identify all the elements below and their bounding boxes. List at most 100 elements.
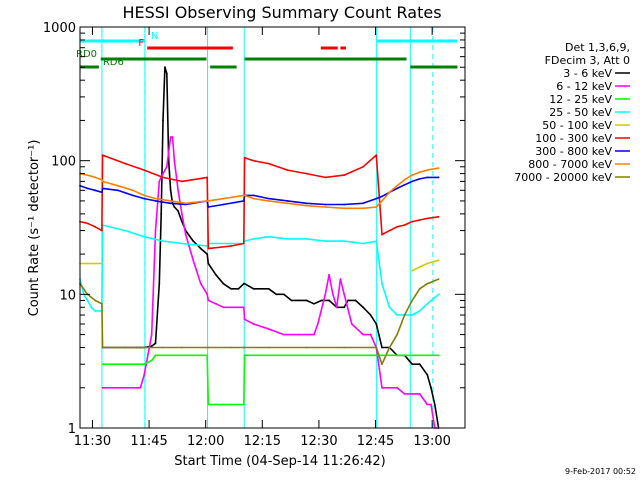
- series-1-point: [332, 293, 334, 296]
- series-2-point: [135, 363, 138, 366]
- series-1-point: [242, 306, 245, 309]
- series-5-point: [403, 224, 406, 226]
- series-0-point: [173, 206, 176, 208]
- series-5-point: [101, 154, 104, 157]
- series-7-point: [267, 200, 270, 202]
- series-6-point: [418, 178, 421, 180]
- series-2-point: [242, 403, 245, 406]
- series-2-point: [411, 354, 414, 357]
- series-1-point: [173, 159, 176, 162]
- series-6-point: [101, 187, 104, 190]
- legend: Det 1,3,6,9, FDecim 3, Att 0 3 - 6 keV6 …: [514, 41, 630, 184]
- series-2-point: [381, 354, 383, 357]
- series-6-point: [437, 176, 440, 179]
- plot-area: NF RD0 RD6: [76, 27, 458, 429]
- series-7-point: [207, 200, 210, 202]
- series-1-point: [381, 386, 383, 389]
- series-3-point: [252, 238, 255, 240]
- series-0-point: [320, 299, 323, 302]
- series-0-point: [313, 302, 315, 305]
- series-2-point: [305, 354, 308, 357]
- x-tick-label-5: 12:45: [357, 434, 394, 449]
- series-6-point: [267, 197, 270, 200]
- series-4-point: [411, 269, 414, 272]
- series-5-point: [343, 174, 346, 177]
- series-0-point: [354, 299, 357, 302]
- series-3-point: [362, 242, 364, 245]
- series-line-6: [79, 176, 439, 208]
- series-8-point: [267, 346, 270, 349]
- series-3-point: [124, 229, 127, 232]
- x-tick-label-1: 11:45: [130, 434, 167, 449]
- series-7-point: [362, 207, 364, 210]
- flag-label-N: N: [151, 31, 158, 42]
- series-1-point: [350, 323, 353, 325]
- series-0-point: [375, 323, 378, 325]
- x-tick-label-0: 11:30: [74, 434, 111, 449]
- series-0-point: [222, 282, 225, 285]
- series-3-point: [286, 238, 289, 240]
- x-tick-label-3: 12:15: [244, 434, 281, 449]
- series-6-point: [403, 183, 406, 186]
- series-2-point: [150, 359, 153, 362]
- series-0-point: [150, 345, 153, 347]
- series-4-point: [94, 262, 96, 265]
- series-1-point: [181, 213, 183, 215]
- series-8-point: [418, 287, 421, 290]
- series-2-point: [192, 354, 195, 357]
- x-tick-label-4: 12:30: [300, 434, 337, 449]
- series-2-point: [230, 403, 232, 406]
- series-6-point: [305, 202, 308, 205]
- series-3-point: [90, 306, 93, 309]
- series-0-point: [362, 306, 364, 309]
- series-0-point: [267, 287, 270, 290]
- series-line-2: [102, 354, 439, 406]
- series-5-point: [252, 159, 255, 162]
- series-0-point: [343, 306, 346, 309]
- series-5-point: [437, 215, 440, 218]
- series-1-point: [369, 333, 372, 336]
- legend-label-6: 300 - 800 keV: [535, 145, 612, 158]
- series-3-point: [162, 240, 164, 243]
- series-0-point: [347, 299, 349, 302]
- series-7-point: [437, 167, 440, 170]
- legend-label-8: 7000 - 20000 keV: [514, 171, 612, 184]
- series-3-point: [324, 240, 327, 243]
- flag-label-F: F: [138, 38, 144, 49]
- series-1-point: [418, 393, 421, 395]
- series-0-point: [282, 293, 285, 296]
- series-0-point: [169, 189, 172, 192]
- series-3-point: [418, 310, 421, 312]
- series-5-point: [418, 219, 421, 221]
- series-7-point: [222, 197, 225, 200]
- series-2-point: [437, 354, 440, 357]
- series-7-point: [411, 174, 414, 177]
- series-0-point: [164, 66, 166, 69]
- series-5-point: [243, 156, 246, 159]
- series-2-point: [207, 403, 210, 406]
- series-2-point: [162, 354, 164, 357]
- legend-label-7: 800 - 7000 keV: [528, 158, 612, 171]
- series-6-12keV: [101, 136, 440, 429]
- legend-label-2: 12 - 25 keV: [549, 93, 612, 106]
- series-1-point: [184, 233, 187, 236]
- series-7-point: [243, 194, 246, 197]
- series-8-point: [396, 333, 398, 336]
- series-6-point: [101, 191, 103, 194]
- series-5-point: [396, 225, 398, 228]
- series-2-point: [206, 354, 209, 357]
- series-2-point: [154, 354, 157, 357]
- series-0-point: [160, 213, 163, 215]
- series-3-point: [388, 306, 391, 309]
- series-2-point: [426, 354, 429, 357]
- series-7-point: [418, 171, 421, 174]
- series-7-point: [252, 197, 255, 200]
- series-7-point: [154, 197, 157, 200]
- series-5-point: [324, 176, 327, 179]
- x-axis-label: Start Time (04-Sep-14 11:26:42): [174, 454, 385, 469]
- series-8-point: [388, 346, 391, 349]
- series-2-point: [388, 354, 391, 357]
- series-line-7: [79, 167, 439, 210]
- series-7-point: [116, 184, 119, 187]
